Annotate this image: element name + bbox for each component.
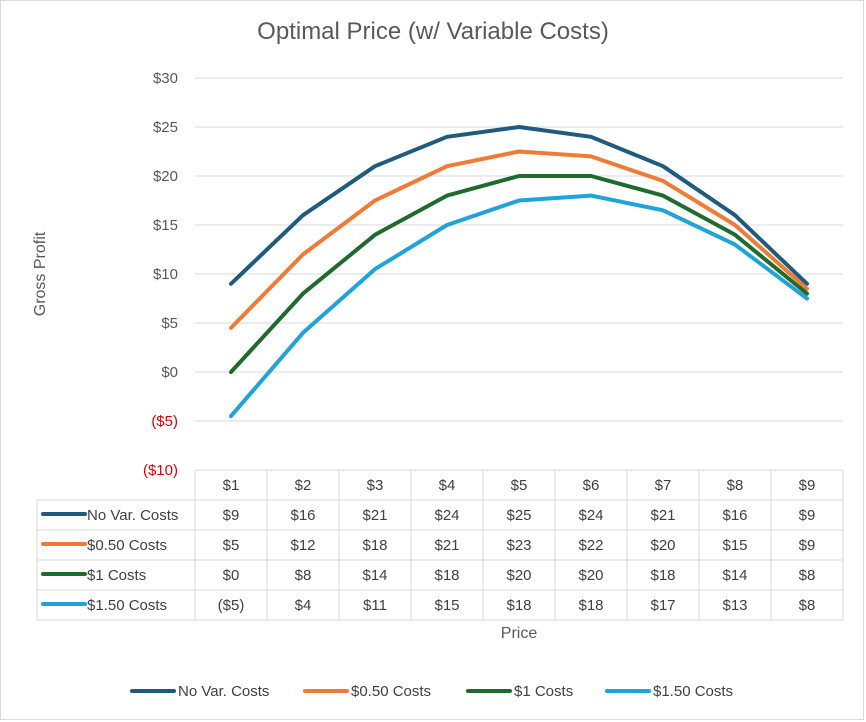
y-tick-label: ($10) — [143, 462, 178, 479]
table-cell-value: $8 — [799, 597, 816, 614]
table-series-name: $0.50 Costs — [87, 537, 167, 554]
table-cell-value: $12 — [290, 537, 315, 554]
legend-label: $1 Costs — [514, 682, 574, 700]
table-series-name: No Var. Costs — [87, 507, 178, 524]
table-cell-value: ($5) — [218, 597, 245, 614]
y-tick-label: $25 — [153, 119, 178, 136]
table-cell-value: $21 — [362, 507, 387, 524]
table-series-name: $1.50 Costs — [87, 597, 167, 614]
table-cell-value: $18 — [650, 567, 675, 584]
table-cell-value: $18 — [362, 537, 387, 554]
legend-label: No Var. Costs — [178, 682, 270, 700]
table-cell-value: $17 — [650, 597, 675, 614]
y-tick-label: $20 — [153, 168, 178, 185]
x-tick-label: $9 — [799, 477, 816, 494]
table-cell-value: $25 — [506, 507, 531, 524]
legend-entry: $1.50 Costs — [605, 681, 733, 701]
legend-entry: $0.50 Costs — [303, 681, 431, 701]
table-cell-value: $14 — [722, 567, 747, 584]
series-line — [229, 125, 809, 286]
x-tick-label: $3 — [367, 477, 384, 494]
table-cell-value: $22 — [578, 537, 603, 554]
chart-title: Optimal Price (w/ Variable Costs) — [257, 18, 609, 45]
table-cell-value: $16 — [290, 507, 315, 524]
legend-label: $0.50 Costs — [351, 682, 432, 700]
table-cell-value: $9 — [223, 507, 240, 524]
x-tick-label: $4 — [439, 477, 456, 494]
x-tick-label: $5 — [511, 477, 528, 494]
x-tick-label: $8 — [727, 477, 744, 494]
y-tick-label: $0 — [161, 364, 178, 381]
table-cell-value: $8 — [799, 567, 816, 584]
table-cell-value: $18 — [578, 597, 603, 614]
series-line — [229, 149, 809, 330]
legend-label: $1.50 Costs — [653, 682, 734, 700]
x-tick-label: $7 — [655, 477, 672, 494]
table-cell-value: $14 — [362, 567, 387, 584]
table-cell-value: $21 — [434, 537, 459, 554]
table-cell-value: $11 — [363, 597, 387, 614]
table-cell-value: $20 — [650, 537, 675, 554]
y-tick-label: $30 — [153, 70, 178, 87]
y-tick-label: $10 — [153, 266, 178, 283]
x-tick-label: $6 — [583, 477, 600, 494]
table-cell-value: $15 — [434, 597, 459, 614]
x-tick-label: $1 — [223, 477, 240, 494]
legend-entry: No Var. Costs — [130, 681, 269, 701]
table-cell-value: $13 — [722, 597, 747, 614]
table-cell-value: $23 — [506, 537, 531, 554]
table-cell-value: $5 — [223, 537, 240, 554]
x-axis-label: Price — [500, 625, 538, 642]
table-cell-value: $9 — [799, 507, 816, 524]
legend-swatch — [605, 689, 651, 693]
legend-swatch — [466, 689, 512, 693]
y-tick-label: $15 — [153, 217, 178, 234]
legend-swatch — [303, 689, 349, 693]
table-cell-value: $18 — [434, 567, 459, 584]
table-cell-value: $9 — [799, 537, 816, 554]
table-cell-value: $21 — [650, 507, 675, 524]
y-tick-label: ($5) — [151, 413, 178, 430]
y-tick-label: $5 — [161, 315, 178, 332]
table-cell-value: $0 — [223, 567, 240, 584]
table-cell-value: $8 — [295, 567, 312, 584]
table-cell-value: $20 — [578, 567, 603, 584]
table-cell-value: $24 — [578, 507, 603, 524]
table-cell-value: $18 — [506, 597, 531, 614]
series-line — [229, 174, 809, 374]
table-cell-value: $15 — [722, 537, 747, 554]
x-tick-label: $2 — [295, 477, 312, 494]
table-cell-value: $4 — [295, 597, 312, 614]
legend-swatch — [130, 689, 176, 693]
table-cell-value: $24 — [434, 507, 459, 524]
table-series-name: $1 Costs — [87, 567, 146, 584]
legend-entry: $1 Costs — [466, 681, 573, 701]
series-line — [229, 193, 809, 419]
table-cell-value: $16 — [722, 507, 747, 524]
table-cell-value: $20 — [506, 567, 531, 584]
